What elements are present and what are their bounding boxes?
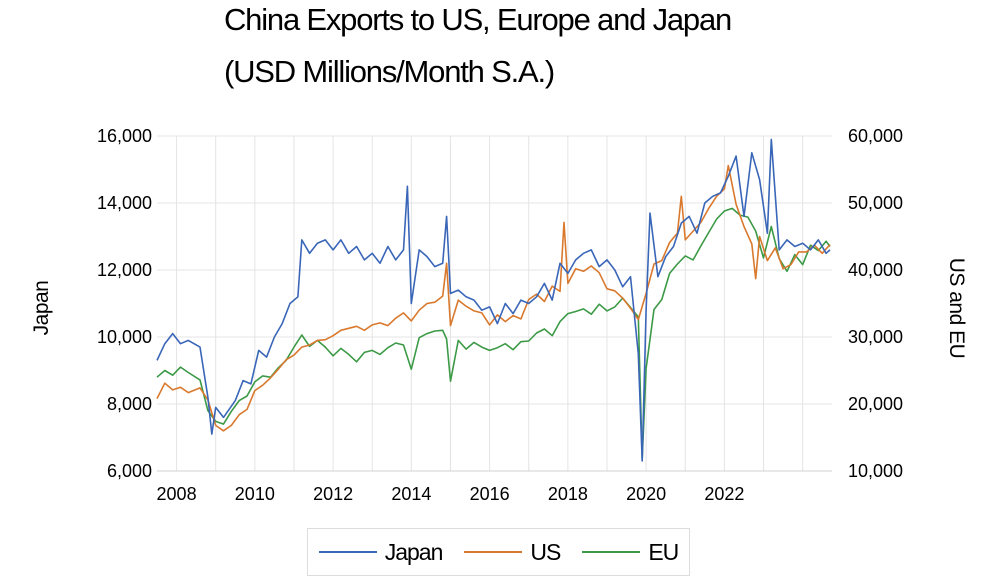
y-right-tick-label: 50,000: [848, 193, 903, 213]
y-right-tick-label: 20,000: [848, 394, 903, 414]
axes: 6,000 8,000 10,000 12,000 14,000 16,000 10,000…: [97, 126, 903, 504]
x-tick-label: 2016: [470, 484, 510, 504]
y-right-tick-label: 30,000: [848, 327, 903, 347]
x-tick-label: 2022: [704, 484, 744, 504]
legend-swatch-japan: [318, 551, 377, 553]
y-left-tick-label: 14,000: [97, 193, 152, 213]
legend-item-us: US: [464, 538, 561, 566]
series-line-eu: [156, 207, 831, 460]
y-left-tick-label: 10,000: [97, 327, 152, 347]
y-left-tick-label: 12,000: [97, 260, 152, 280]
y-axis-right-title: US and EU: [945, 258, 968, 359]
chart-title-line1: China Exports to US, Europe and Japan: [224, 2, 732, 37]
legend-label-us: US: [530, 538, 561, 565]
x-tick-label: 2008: [157, 484, 197, 504]
y-left-tick-label: 6,000: [107, 461, 152, 481]
x-tick-label: 2010: [235, 484, 275, 504]
series-line-japan: [156, 138, 831, 462]
series-lines: [156, 138, 831, 462]
legend-swatch-us: [464, 551, 523, 553]
x-tick-label: 2012: [313, 484, 353, 504]
gridlines: [157, 135, 832, 471]
chart-title-line2: (USD Millions/Month S.A.): [224, 54, 555, 89]
y-axis-left-title: Japan: [30, 281, 53, 336]
series-line-us: [156, 164, 831, 432]
x-tick-label: 2018: [548, 484, 588, 504]
y-right-tick-label: 60,000: [848, 126, 903, 146]
y-left-tick-label: 8,000: [107, 394, 152, 414]
legend: Japan US EU: [307, 528, 690, 576]
x-tick-label: 2014: [391, 484, 431, 504]
x-tick-label: 2020: [626, 484, 666, 504]
legend-item-eu: EU: [582, 538, 679, 566]
y-left-tick-label: 16,000: [97, 126, 152, 146]
legend-label-eu: EU: [648, 538, 679, 565]
legend-swatch-eu: [582, 551, 641, 553]
legend-label-japan: Japan: [384, 538, 444, 565]
legend-item-japan: Japan: [318, 538, 444, 566]
y-right-tick-label: 10,000: [848, 461, 903, 481]
y-right-tick-label: 40,000: [848, 260, 903, 280]
